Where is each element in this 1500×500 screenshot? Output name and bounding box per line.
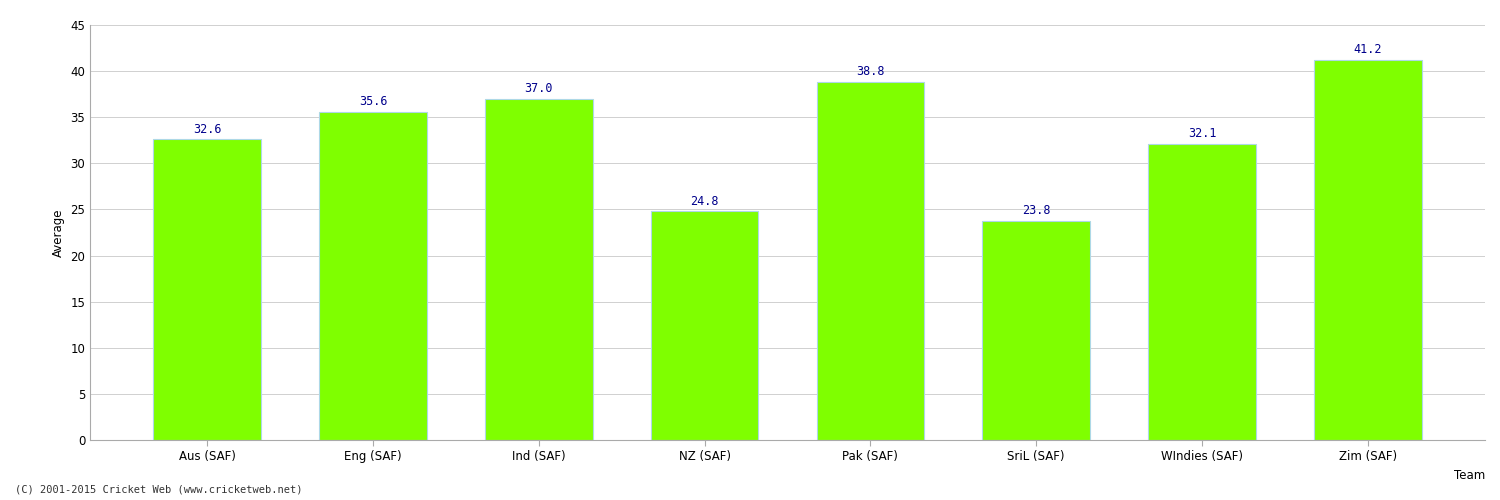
Text: 41.2: 41.2 [1353,44,1382,57]
Bar [320,112,428,440]
Bar [982,220,1090,440]
X-axis label: Team: Team [1454,469,1485,482]
Text: (C) 2001-2015 Cricket Web (www.cricketweb.net): (C) 2001-2015 Cricket Web (www.cricketwe… [15,485,303,495]
Text: 23.8: 23.8 [1022,204,1050,217]
Bar [1148,144,1256,440]
Text: 35.6: 35.6 [358,95,387,108]
Bar [153,140,261,440]
Text: 32.1: 32.1 [1188,128,1216,140]
Bar [651,212,759,440]
Bar [484,99,592,440]
Y-axis label: Average: Average [51,208,64,257]
Bar [1314,60,1422,440]
Text: 38.8: 38.8 [856,66,885,78]
Text: 24.8: 24.8 [690,194,718,207]
Text: 32.6: 32.6 [194,122,222,136]
Bar [816,82,924,440]
Text: 37.0: 37.0 [525,82,554,95]
